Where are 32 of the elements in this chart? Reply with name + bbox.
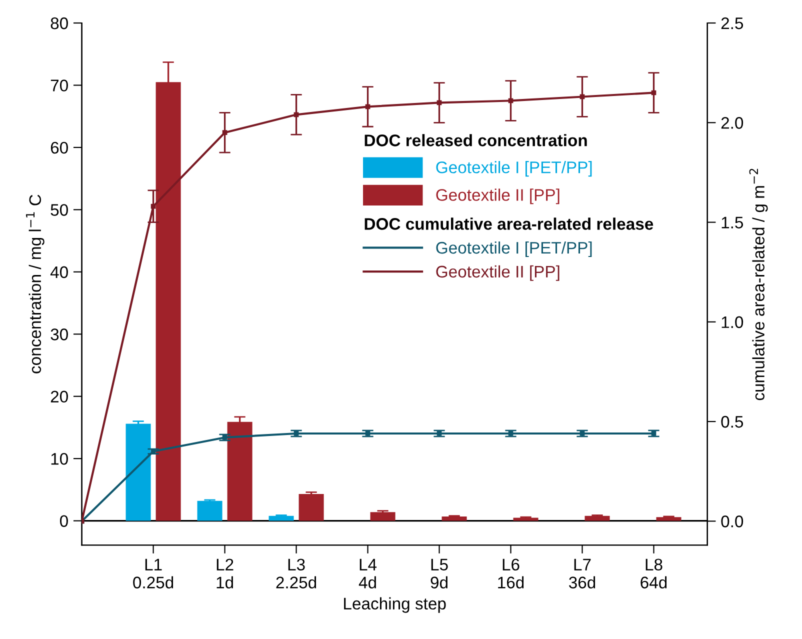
y-tick-label: 30 (50, 328, 68, 340)
y-tick-label: 80 (50, 17, 68, 30)
x-tick-label: L6 16d (498, 558, 524, 588)
y-tick-label: 70 (50, 80, 68, 92)
x-tick-label: L5 9d (430, 558, 448, 588)
x-tick-label: L7 36d (568, 558, 596, 588)
y2-axis-title: cumulative area-related / g m$^{−2}$ (749, 168, 768, 400)
legend-label: Geotextile I [PET/PP] (436, 241, 592, 258)
y-tick-label: 60 (50, 142, 68, 154)
y-tick-label: 10 (51, 452, 68, 465)
y2-tick-label: 2.0 (721, 117, 744, 129)
legend-label: Geotextile II [PP] (436, 265, 560, 281)
y2-tick-label: 1.5 (722, 216, 744, 228)
legend-label: Geotextile II [PP] (436, 188, 560, 204)
text: DOC released concentration (364, 134, 587, 146)
legend-label: Geotextile I [PET/PP] (436, 161, 592, 177)
y2-tick-label: 0.0 (721, 516, 744, 528)
x-axis-title: Leaching step (344, 597, 446, 613)
text: DOC cumulative area-related release (364, 218, 654, 230)
y-tick-label: 50 (50, 204, 68, 216)
y2-tick-label: 1.0 (722, 316, 744, 328)
y-axis-title: concentration / mg l$^{−1}$ C (26, 194, 44, 374)
x-tick-label: L1 0.25d (133, 558, 174, 588)
y-tick-label: 20 (50, 390, 68, 403)
x-tick-label: L8 64d (640, 558, 667, 588)
x-tick-label: L2 1d (216, 558, 234, 588)
y-tick-label: 40 (50, 266, 68, 278)
y-tick-label: 0 (60, 515, 68, 528)
x-tick-label: L4 4d (358, 558, 377, 588)
y2-tick-label: 2.5 (721, 17, 744, 30)
x-tick-label: L3 2.25d (276, 558, 316, 588)
y2-tick-label: 0.5 (721, 416, 744, 428)
